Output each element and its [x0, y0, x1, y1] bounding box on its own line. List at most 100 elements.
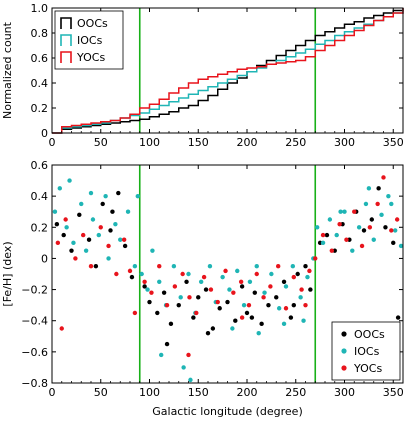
data-point-ooc	[100, 201, 105, 207]
data-point-ooc	[176, 302, 181, 308]
x-tick-label: 350	[383, 136, 404, 149]
data-point-ooc	[147, 299, 152, 305]
y-tick-label: 0.2	[31, 102, 49, 115]
data-point-yoc	[352, 209, 357, 214]
data-point-ioc	[145, 287, 150, 292]
data-point-yoc	[283, 306, 289, 311]
legend-label-ioc: IOCs	[77, 34, 103, 47]
data-point-ioc	[188, 377, 193, 383]
x-tick-label: 200	[237, 136, 258, 149]
data-point-yoc	[320, 232, 326, 238]
data-point-ioc	[178, 295, 183, 300]
data-point-yoc	[367, 225, 373, 230]
data-point-yoc	[98, 225, 103, 230]
data-point-ioc	[276, 306, 282, 311]
data-point-ioc	[64, 225, 69, 230]
x-tick-label: 100	[139, 136, 160, 149]
data-point-yoc	[261, 295, 266, 300]
legend-marker-ooc	[60, 17, 72, 29]
data-point-yoc	[337, 221, 342, 227]
data-point-ooc	[129, 274, 135, 280]
data-point-ioc	[171, 264, 177, 269]
data-point-ioc	[254, 264, 259, 269]
data-point-yoc	[88, 264, 94, 269]
data-point-yoc	[299, 287, 304, 292]
data-point-ooc	[324, 232, 330, 238]
data-point-yoc	[208, 287, 214, 292]
data-point-yoc	[194, 310, 199, 316]
x-tick-label: 250	[285, 386, 306, 399]
data-point-ooc	[108, 228, 113, 233]
data-point-ooc	[203, 287, 209, 292]
y-axis-label: Normalized count	[1, 21, 14, 119]
data-point-ooc	[259, 321, 264, 327]
x-tick-label: 150	[188, 136, 209, 149]
data-point-ioc	[106, 256, 111, 261]
legend-label-ooc: OOCs	[354, 328, 385, 341]
x-tick-label: 100	[139, 386, 160, 399]
data-point-yoc	[344, 237, 349, 242]
x-tick-label: 300	[334, 136, 355, 149]
data-point-ioc	[350, 248, 355, 253]
data-point-ioc	[305, 274, 310, 280]
data-point-ooc	[184, 279, 189, 284]
data-point-ooc	[61, 232, 66, 238]
data-point-yoc	[246, 302, 252, 308]
data-point-ioc	[113, 221, 118, 227]
data-point-ooc	[295, 271, 300, 277]
data-point-yoc	[132, 310, 138, 316]
data-point-yoc	[142, 279, 147, 284]
data-point-ioc	[207, 264, 213, 269]
data-point-yoc	[375, 201, 380, 207]
data-point-ioc	[256, 330, 261, 336]
data-point-ioc	[57, 186, 62, 191]
y-tick-label: 0	[41, 252, 48, 265]
data-point-ioc	[186, 271, 191, 277]
data-point-ioc	[269, 271, 274, 277]
legend-box	[54, 10, 124, 70]
data-point-yoc	[121, 237, 127, 242]
x-tick-label: 150	[188, 386, 209, 399]
data-point-ooc	[142, 284, 147, 289]
data-point-ooc	[161, 290, 167, 295]
data-point-yoc	[313, 256, 318, 261]
data-point-ooc	[54, 221, 60, 227]
data-point-yoc	[268, 284, 273, 289]
y-tick-label: −0.6	[21, 346, 48, 359]
data-point-ooc	[217, 306, 222, 311]
data-point-yoc	[254, 271, 259, 277]
data-point-yoc	[223, 268, 228, 274]
metallicity-scatter-panel: 0 50 100 150 200 250 300 350 −0.8 −0.6 −0.4 −0.2 0 0.…	[1, 159, 404, 418]
data-point-yoc	[59, 326, 64, 331]
data-point-yoc	[291, 274, 296, 280]
data-point-ooc	[210, 326, 216, 331]
data-point-ooc	[77, 212, 82, 218]
data-point-ioc	[338, 209, 343, 214]
y-tick-label: −0.2	[21, 284, 48, 297]
data-point-yoc	[231, 290, 236, 295]
data-point-yoc	[114, 271, 119, 277]
data-point-ooc	[116, 190, 121, 196]
data-point-ioc	[283, 284, 289, 289]
legend-label-ioc: IOCs	[354, 345, 380, 358]
data-point-ioc	[334, 232, 339, 238]
y-tick-label: 0	[41, 127, 48, 140]
data-point-ooc	[155, 310, 160, 316]
data-point-ioc	[398, 243, 404, 249]
data-point-ooc	[266, 302, 271, 308]
data-point-ooc	[369, 217, 374, 222]
data-point-ioc	[71, 240, 76, 246]
data-point-ioc	[327, 217, 333, 222]
data-point-yoc	[359, 243, 365, 249]
data-point-ioc	[96, 232, 102, 238]
data-point-ooc	[383, 225, 388, 230]
data-point-ooc	[395, 315, 401, 320]
data-point-ioc	[366, 186, 372, 191]
data-point-ooc	[391, 240, 396, 246]
data-point-ioc	[103, 193, 108, 199]
data-point-ooc	[110, 209, 115, 214]
data-point-ioc	[379, 212, 384, 218]
x-tick-label: 0	[49, 136, 56, 149]
data-point-ioc	[356, 225, 362, 230]
y-tick-label: 0.6	[31, 159, 49, 172]
